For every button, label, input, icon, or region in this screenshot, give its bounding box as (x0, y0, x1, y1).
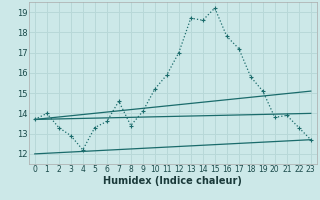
X-axis label: Humidex (Indice chaleur): Humidex (Indice chaleur) (103, 176, 242, 186)
